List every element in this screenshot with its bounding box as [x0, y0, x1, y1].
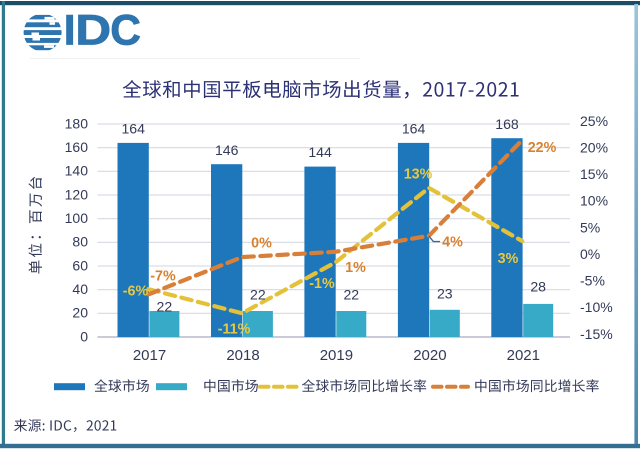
- svg-text:3%: 3%: [498, 251, 519, 267]
- svg-text:-7%: -7%: [150, 268, 176, 284]
- svg-text:2019: 2019: [320, 347, 353, 364]
- svg-text:20: 20: [72, 305, 88, 321]
- svg-text:I: I: [64, 8, 76, 55]
- svg-text:-10%: -10%: [580, 299, 613, 315]
- svg-text:20%: 20%: [580, 139, 608, 155]
- svg-text:-11%: -11%: [218, 321, 251, 337]
- svg-text:120: 120: [65, 186, 89, 202]
- svg-text:22: 22: [343, 286, 359, 302]
- svg-text:0%: 0%: [251, 236, 272, 252]
- svg-text:60: 60: [72, 257, 88, 273]
- svg-text:22: 22: [157, 299, 173, 315]
- svg-text:0: 0: [80, 328, 88, 344]
- svg-text:-15%: -15%: [580, 326, 613, 342]
- svg-text:-6%: -6%: [123, 283, 149, 299]
- svg-text:160: 160: [65, 139, 89, 155]
- svg-text:140: 140: [65, 163, 89, 179]
- svg-text:2017: 2017: [133, 347, 166, 364]
- svg-text:0%: 0%: [580, 246, 600, 262]
- svg-text:10%: 10%: [580, 193, 608, 209]
- svg-text:D: D: [75, 6, 111, 54]
- svg-text:100: 100: [65, 210, 89, 226]
- svg-text:40: 40: [72, 281, 88, 297]
- svg-text:180: 180: [65, 115, 89, 131]
- svg-text:-1%: -1%: [309, 276, 335, 292]
- svg-text:15%: 15%: [580, 166, 608, 182]
- svg-text:22: 22: [250, 287, 266, 303]
- svg-text:168: 168: [495, 116, 519, 132]
- svg-text:80: 80: [72, 234, 88, 250]
- svg-text:2018: 2018: [226, 347, 259, 364]
- svg-text:146: 146: [215, 142, 239, 158]
- svg-text:25%: 25%: [580, 113, 608, 129]
- svg-text:23: 23: [437, 286, 453, 302]
- svg-text:164: 164: [402, 121, 426, 137]
- svg-text:13%: 13%: [404, 167, 433, 183]
- svg-text:2021: 2021: [507, 347, 540, 364]
- svg-text:28: 28: [530, 279, 546, 295]
- svg-text:22%: 22%: [528, 140, 557, 156]
- svg-text:144: 144: [308, 144, 332, 160]
- svg-text:5%: 5%: [580, 219, 600, 235]
- svg-text:2020: 2020: [413, 347, 446, 364]
- svg-text:4%: 4%: [442, 234, 463, 250]
- svg-text:C: C: [110, 8, 141, 55]
- svg-text:1%: 1%: [345, 260, 366, 276]
- svg-text:164: 164: [121, 121, 145, 137]
- svg-text:-5%: -5%: [580, 273, 605, 289]
